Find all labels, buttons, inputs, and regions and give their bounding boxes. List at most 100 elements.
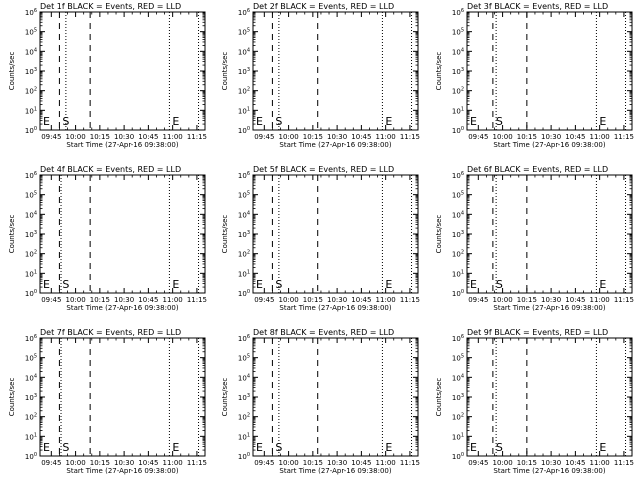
event-marker-e: E	[43, 441, 50, 454]
y-tick-label: 100	[238, 126, 250, 135]
x-tick-label: 10:00	[278, 459, 298, 467]
y-tick-label: 101	[238, 432, 250, 441]
plot-frame	[39, 11, 206, 131]
event-marker-e: E	[599, 278, 606, 291]
event-marker-e: E	[470, 278, 477, 291]
y-tick-label: 104	[238, 47, 250, 56]
x-tick-label: 10:15	[303, 133, 323, 141]
y-tick-label: 104	[25, 47, 37, 56]
y-tick-label: 101	[452, 432, 464, 441]
x-axis-label: Start Time (27-Apr-16 09:38:00)	[279, 467, 391, 475]
event-marker-e: E	[172, 441, 179, 454]
x-axis-label: Start Time (27-Apr-16 09:38:00)	[66, 141, 178, 149]
y-tick-label: 102	[25, 250, 37, 259]
panel-title: Det 9f BLACK = Events, RED = LLD	[467, 328, 608, 337]
y-tick-label: 103	[25, 230, 37, 239]
x-tick-label: 10:15	[90, 133, 110, 141]
y-tick-label: 101	[238, 269, 250, 278]
y-tick-label: 104	[452, 47, 464, 56]
y-tick-label: 101	[452, 269, 464, 278]
x-tick-label: 10:00	[492, 459, 512, 467]
y-tick-label: 105	[25, 28, 37, 37]
x-tick-label: 10:15	[517, 296, 537, 304]
plot-frame	[39, 174, 206, 294]
x-tick-label: 10:45	[351, 296, 371, 304]
x-tick-label: 10:15	[90, 296, 110, 304]
x-axis-label: Start Time (27-Apr-16 09:38:00)	[279, 141, 391, 149]
y-tick-label: 103	[238, 393, 250, 402]
x-tick-label: 09:45	[254, 133, 274, 141]
x-tick-label: 10:45	[138, 296, 158, 304]
x-tick-label: 10:00	[65, 459, 85, 467]
y-tick-label: 102	[25, 413, 37, 422]
y-tick-label: 104	[452, 373, 464, 382]
x-tick-label: 11:00	[590, 459, 610, 467]
y-tick-label: 101	[238, 106, 250, 115]
plot-frame	[466, 11, 633, 131]
x-tick-label: 10:00	[278, 133, 298, 141]
x-tick-label: 09:45	[468, 296, 488, 304]
x-tick-label: 11:15	[614, 459, 634, 467]
detector-panel: Det 5f BLACK = Events, RED = LLD 100 101 10…	[221, 165, 420, 312]
event-marker-s: S	[62, 115, 69, 128]
y-tick-label: 105	[452, 191, 464, 200]
detector-panel: Det 8f BLACK = Events, RED = LLD 100 101 10…	[221, 328, 420, 475]
y-tick-label: 106	[238, 8, 250, 17]
x-tick-label: 10:15	[90, 459, 110, 467]
y-tick-label: 105	[452, 28, 464, 37]
x-tick-label: 10:30	[114, 133, 134, 141]
x-tick-label: 10:00	[492, 133, 512, 141]
x-tick-label: 11:15	[187, 133, 207, 141]
detector-panel: Det 9f BLACK = Events, RED = LLD 100 101 10…	[435, 328, 634, 475]
event-marker-e: E	[599, 441, 606, 454]
event-marker-e: E	[385, 278, 392, 291]
y-axis-label: Counts/sec	[221, 52, 229, 91]
x-tick-label: 10:45	[351, 459, 371, 467]
y-axis-label: Counts/sec	[435, 378, 443, 417]
detector-panel: Det 1f BLACK = Events, RED = LLD 100 101 10…	[8, 2, 207, 149]
event-marker-s: S	[275, 115, 282, 128]
y-tick-label: 104	[238, 373, 250, 382]
x-axis-label: Start Time (27-Apr-16 09:38:00)	[493, 467, 605, 475]
plot-frame	[466, 337, 633, 457]
plot-frame	[252, 337, 419, 457]
y-tick-label: 102	[238, 87, 250, 96]
x-tick-label: 11:00	[590, 133, 610, 141]
event-marker-e: E	[599, 115, 606, 128]
y-tick-label: 102	[452, 413, 464, 422]
y-tick-label: 105	[238, 28, 250, 37]
y-tick-label: 104	[452, 210, 464, 219]
x-tick-label: 09:45	[41, 296, 61, 304]
x-axis-label: Start Time (27-Apr-16 09:38:00)	[66, 467, 178, 475]
x-tick-label: 11:00	[376, 133, 396, 141]
y-tick-label: 102	[452, 250, 464, 259]
event-marker-e: E	[43, 115, 50, 128]
detector-panel: Det 7f BLACK = Events, RED = LLD 100 101 10…	[8, 328, 207, 475]
x-tick-label: 10:00	[65, 296, 85, 304]
y-tick-label: 102	[25, 87, 37, 96]
plot-frame	[252, 11, 419, 131]
y-tick-label: 103	[25, 67, 37, 76]
panel-title: Det 1f BLACK = Events, RED = LLD	[40, 2, 181, 11]
x-axis-label: Start Time (27-Apr-16 09:38:00)	[279, 304, 391, 312]
x-tick-label: 11:00	[163, 459, 183, 467]
y-tick-label: 101	[452, 106, 464, 115]
x-tick-label: 09:45	[41, 133, 61, 141]
event-marker-s: S	[275, 441, 282, 454]
y-axis-label: Counts/sec	[435, 52, 443, 91]
x-tick-label: 10:45	[138, 459, 158, 467]
y-tick-label: 105	[238, 191, 250, 200]
event-marker-e: E	[172, 115, 179, 128]
x-tick-label: 11:00	[376, 296, 396, 304]
y-tick-label: 100	[25, 452, 37, 461]
x-tick-label: 10:15	[303, 296, 323, 304]
x-tick-label: 09:45	[254, 459, 274, 467]
y-tick-label: 105	[25, 354, 37, 363]
x-tick-label: 09:45	[41, 459, 61, 467]
y-tick-label: 106	[25, 334, 37, 343]
x-tick-label: 10:45	[138, 133, 158, 141]
y-axis-label: Counts/sec	[8, 52, 16, 91]
x-tick-label: 11:15	[614, 296, 634, 304]
y-axis-label: Counts/sec	[221, 215, 229, 254]
panel-title: Det 6f BLACK = Events, RED = LLD	[467, 165, 608, 174]
